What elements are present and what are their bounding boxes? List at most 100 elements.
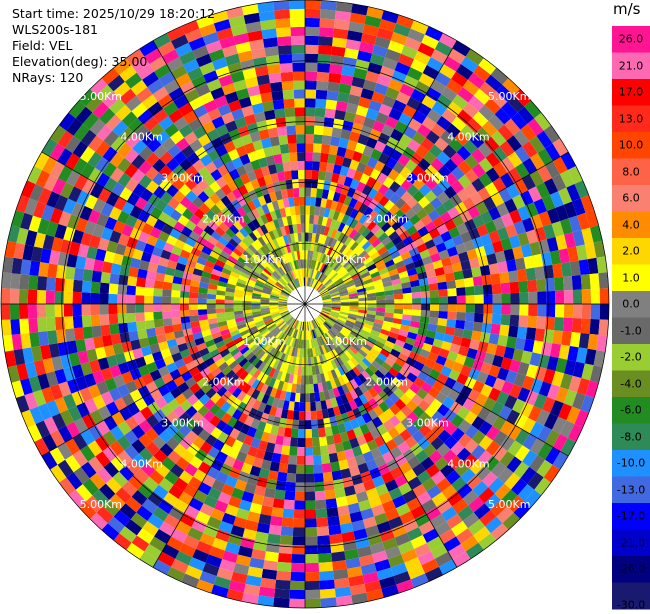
velocity-cell — [171, 290, 181, 298]
velocity-cell — [256, 322, 266, 329]
velocity-cell — [333, 358, 341, 368]
velocity-cell — [255, 448, 266, 460]
velocity-cell — [232, 409, 243, 421]
velocity-cell — [367, 296, 377, 301]
velocity-cell — [260, 352, 269, 362]
velocity-cell — [320, 324, 328, 333]
velocity-cell — [319, 313, 328, 320]
velocity-cell — [324, 332, 332, 342]
velocity-cell — [211, 230, 222, 241]
velocity-cell — [287, 317, 294, 325]
velocity-cell — [380, 375, 392, 387]
velocity-cell — [383, 408, 395, 420]
velocity-cell — [288, 327, 295, 337]
velocity-cell — [412, 417, 426, 431]
velocity-cell — [340, 203, 349, 215]
velocity-cell — [332, 325, 342, 333]
velocity-cell — [276, 370, 283, 381]
velocity-cell — [321, 323, 329, 332]
velocity-cell — [358, 250, 368, 259]
velocity-cell — [260, 373, 269, 384]
velocity-cell — [291, 338, 296, 348]
velocity-cell — [288, 282, 295, 291]
velocity-cell — [147, 262, 159, 273]
velocity-cell — [365, 176, 377, 188]
velocity-cell — [324, 171, 333, 182]
velocity-cell — [216, 312, 226, 318]
velocity-cell — [255, 381, 265, 392]
velocity-cell — [239, 442, 251, 455]
velocity-cell — [436, 325, 447, 334]
velocity-cell — [281, 381, 289, 392]
velocity-cell — [382, 176, 395, 189]
velocity-cell — [408, 351, 420, 361]
velocity-cell — [402, 309, 413, 316]
velocity-cell — [319, 274, 326, 283]
velocity-cell — [282, 363, 289, 374]
velocity-cell — [400, 276, 410, 284]
velocity-cell — [239, 370, 249, 381]
velocity-cell — [170, 209, 182, 222]
velocity-cell — [185, 360, 197, 372]
velocity-cell — [305, 366, 309, 376]
velocity-cell — [276, 227, 283, 238]
velocity-cell — [378, 332, 389, 341]
velocity-cell — [387, 353, 398, 363]
velocity-cell — [260, 304, 270, 307]
velocity-cell — [398, 382, 410, 394]
velocity-cell — [309, 348, 314, 358]
velocity-cell — [284, 263, 291, 273]
velocity-cell — [446, 351, 459, 362]
velocity-cell — [299, 268, 303, 278]
velocity-cell — [233, 263, 244, 272]
velocity-cell — [278, 298, 288, 302]
velocity-cell — [342, 274, 352, 282]
velocity-cell — [359, 423, 370, 435]
velocity-cell — [374, 228, 385, 239]
velocity-cell — [315, 271, 322, 281]
velocity-cell — [209, 348, 220, 358]
velocity-cell — [319, 161, 328, 172]
velocity-cell — [163, 355, 175, 366]
velocity-cell — [306, 339, 310, 349]
velocity-cell — [177, 214, 190, 227]
velocity-cell — [355, 262, 365, 270]
velocity-cell — [333, 323, 343, 331]
velocity-cell — [332, 433, 342, 444]
velocity-cell — [271, 145, 282, 156]
velocity-cell — [332, 164, 342, 175]
velocity-cell — [349, 178, 360, 190]
velocity-cell — [288, 224, 294, 234]
velocity-cell — [316, 252, 322, 262]
velocity-cell — [225, 259, 236, 268]
velocity-cell — [407, 268, 418, 277]
velocity-cell — [430, 297, 440, 304]
velocity-cell — [233, 304, 243, 308]
velocity-cell — [211, 268, 222, 277]
velocity-cell — [248, 231, 258, 242]
velocity-cell — [144, 295, 154, 304]
velocity-cell — [305, 178, 312, 188]
velocity-cell — [215, 408, 227, 420]
velocity-cell — [231, 387, 242, 398]
velocity-cell — [327, 361, 335, 371]
velocity-cell — [225, 287, 235, 293]
velocity-cell — [417, 271, 428, 280]
velocity-cell — [171, 245, 183, 256]
velocity-cell — [193, 208, 206, 220]
velocity-cell — [271, 291, 280, 296]
velocity-cell — [298, 321, 302, 331]
velocity-cell — [340, 257, 350, 267]
velocity-cell — [292, 329, 297, 338]
velocity-cell — [227, 255, 238, 264]
velocity-cell — [268, 164, 278, 175]
velocity-cell — [349, 218, 359, 229]
velocity-cell — [341, 352, 350, 362]
velocity-cell — [322, 265, 330, 274]
velocity-cell — [221, 232, 232, 243]
velocity-cell — [257, 361, 266, 372]
velocity-cell — [241, 383, 252, 394]
velocity-cell — [270, 292, 280, 298]
velocity-cell — [362, 274, 372, 282]
